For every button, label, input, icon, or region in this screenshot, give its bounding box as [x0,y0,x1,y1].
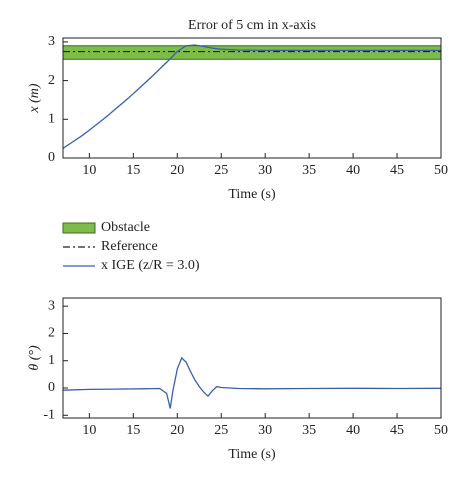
y-tick-label: 0 [48,380,55,395]
x-tick-label: 20 [170,423,184,438]
axes-frame [62,37,442,159]
y-tick-label: 0 [48,150,55,165]
y-axis-label: θ (°) [27,345,42,371]
x-tick-label: 45 [390,423,404,438]
y-tick-label: 2 [48,73,55,88]
legend-label: Reference [101,239,158,254]
legend-swatch [62,222,96,234]
x-tick-label: 35 [302,423,316,438]
x-tick-label: 35 [302,163,316,178]
x-tick-label: 25 [214,163,228,178]
legend-label: x IGE (z/R = 3.0) [101,258,200,273]
axes-frame [62,297,442,419]
obstacle-band [62,45,442,60]
x-tick-label: 15 [126,423,140,438]
x-tick-label: 50 [434,423,448,438]
y-tick-label: 1 [48,353,55,368]
y-tick-label: 1 [48,112,55,127]
x-tick-label: 30 [258,423,272,438]
x-tick-label: 10 [82,163,96,178]
x-tick-label: 30 [258,163,272,178]
x-axis-label: Time (s) [228,187,276,202]
y-tick-label: -1 [43,407,55,422]
x-tick-label: 10 [82,423,96,438]
data-line [62,356,442,409]
legend-label: Obstacle [101,220,150,235]
x-axis-label: Time (s) [228,447,276,462]
x-tick-label: 20 [170,163,184,178]
x-tick-label: 15 [126,163,140,178]
y-tick-label: 3 [48,34,55,49]
chart-title: Error of 5 cm in x-axis [188,18,316,33]
x-tick-label: 25 [214,423,228,438]
x-tick-label: 45 [390,163,404,178]
x-tick-label: 40 [346,163,360,178]
x-tick-label: 50 [434,163,448,178]
x-tick-label: 40 [346,423,360,438]
y-tick-label: 3 [48,298,55,313]
y-axis-label: x (m) [27,83,42,113]
y-tick-label: 2 [48,326,55,341]
data-line [62,44,441,149]
